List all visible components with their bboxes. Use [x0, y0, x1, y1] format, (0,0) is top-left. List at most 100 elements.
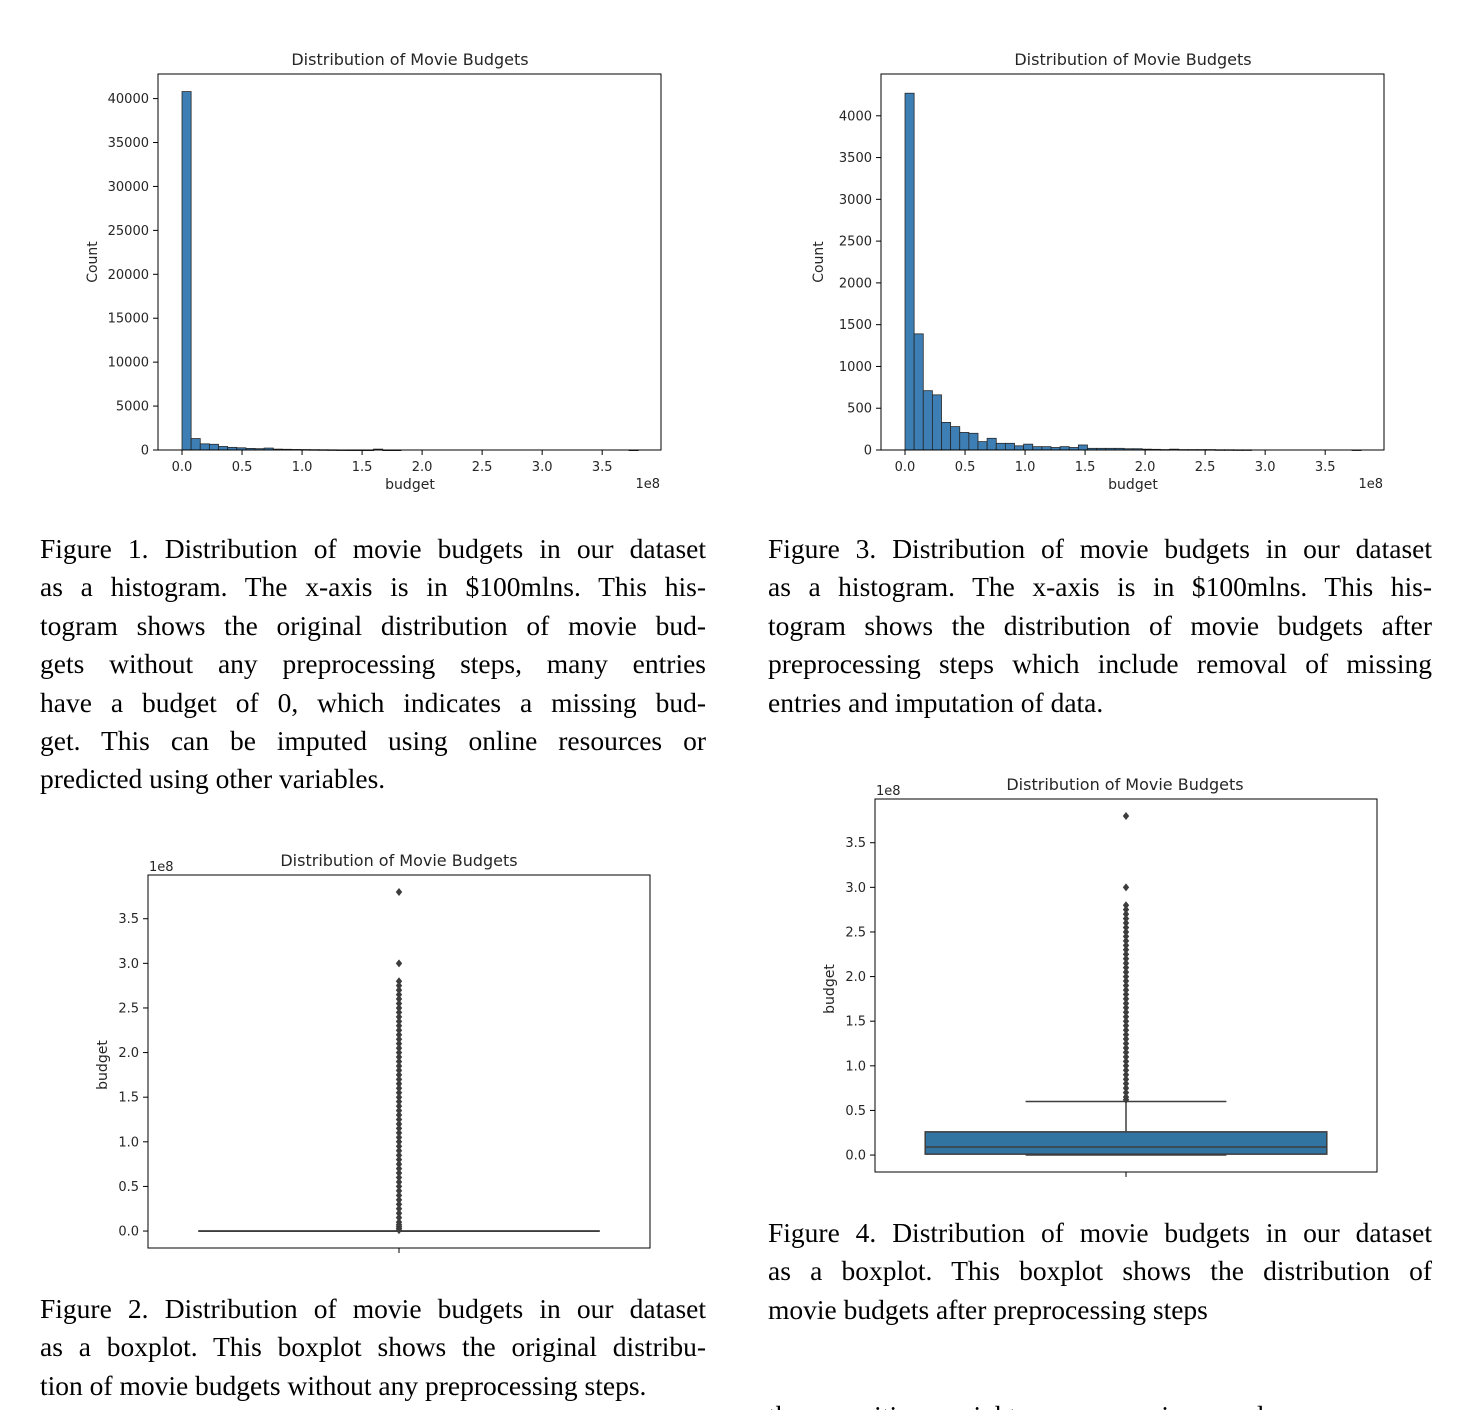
- caption-line: preprocessing steps which include remova…: [768, 648, 1432, 680]
- outlier-point: [395, 959, 403, 968]
- y-tick-label: 3500: [839, 151, 872, 166]
- outlier-point: [1122, 963, 1130, 972]
- y-tick-label: 1.5: [118, 1091, 139, 1106]
- outlier-point: [1122, 981, 1130, 990]
- outlier-point: [395, 995, 403, 1004]
- figure-4-boxplot: Distribution of Movie Budgets 1e8 0.0 0.5…: [822, 775, 1378, 1177]
- y-tick-label: 0.5: [845, 1104, 866, 1119]
- boxplot-marks: [198, 887, 600, 1235]
- outlier-point: [1122, 954, 1130, 963]
- plot-frame: [880, 73, 1385, 451]
- outlier-point: [1122, 919, 1130, 928]
- outlier-point: [395, 1093, 403, 1102]
- caption-line: movie budgets after preprocessing steps: [768, 1293, 1208, 1325]
- outlier-point: [395, 1128, 403, 1137]
- y-axis-ticks: 0.0 0.5 1.0 1.5 2.0 2.5 3.0 3.5: [118, 912, 148, 1240]
- boxplot-marks: [924, 811, 1328, 1156]
- y-axis-label: Count: [85, 241, 101, 283]
- outlier-point: [395, 1191, 403, 1200]
- caption-line: gets without any preprocessing steps, ma…: [40, 648, 706, 680]
- y-tick-label: 3.5: [845, 836, 866, 851]
- caption-line: as a boxplot. This boxplot shows the dis…: [768, 1255, 1432, 1287]
- y-tick-label: 40000: [108, 92, 149, 107]
- histogram-bar: [913, 333, 924, 451]
- y-tick-label: 5000: [116, 400, 149, 415]
- histogram-bar: [1014, 445, 1025, 451]
- outlier-point: [395, 1066, 403, 1075]
- y-tick-label: 3.5: [118, 912, 139, 927]
- y-tick-label: 2.5: [845, 925, 866, 940]
- outlier-point: [1122, 972, 1130, 981]
- histogram-bar: [181, 91, 192, 451]
- x-tick-label: 3.5: [1315, 460, 1336, 475]
- y-tick-label: 20000: [108, 268, 149, 283]
- x-axis-ticks: 0.0 0.5 1.0 1.5 2.0 2.5 3.0 3.5: [895, 450, 1336, 475]
- outlier-point: [395, 1169, 403, 1178]
- y-tick-label: 1.0: [845, 1059, 866, 1074]
- outlier-point: [1122, 1070, 1130, 1079]
- y-axis-label: budget: [822, 964, 838, 1014]
- chart-title: Distribution of Movie Budgets: [280, 851, 517, 870]
- outlier-point: [395, 1061, 403, 1070]
- outlier-point: [395, 1155, 403, 1164]
- outlier-point: [395, 1102, 403, 1111]
- outlier-point: [395, 1195, 403, 1204]
- figure-3-caption: Figure 3. Distribution of movie budgets …: [768, 530, 1432, 722]
- outlier-point: [1122, 1035, 1130, 1044]
- caption-line: tion of movie budgets without any prepro…: [40, 1369, 647, 1401]
- y-tick-label: 0.0: [118, 1225, 139, 1240]
- caption-line: as a histogram. The x-axis is in $100mln…: [768, 571, 1432, 603]
- y-tick-label: 2.0: [845, 970, 866, 985]
- y-axis-label: Count: [811, 241, 827, 283]
- outlier-point: [395, 1057, 403, 1066]
- outlier-point: [1122, 1057, 1130, 1066]
- histogram-bar: [959, 432, 970, 451]
- histogram-bar: [904, 92, 915, 451]
- outlier-point: [395, 1111, 403, 1120]
- outlier-point: [1122, 1066, 1130, 1075]
- outlier-point: [395, 1044, 403, 1053]
- outlier-point: [1122, 914, 1130, 923]
- x-tick-label: 2.5: [472, 460, 493, 475]
- box: [924, 1131, 1328, 1155]
- outlier-point: [395, 1133, 403, 1142]
- y-tick-label: 1.5: [845, 1015, 866, 1030]
- outlier-point: [1122, 1012, 1130, 1021]
- histogram-bar: [1023, 443, 1034, 451]
- outlier-point: [1122, 1084, 1130, 1093]
- outlier-point: [395, 1079, 403, 1088]
- y-tick-label: 0: [864, 444, 872, 459]
- outlier-point: [1122, 1088, 1130, 1097]
- outlier-point: [395, 1003, 403, 1012]
- outlier-point: [395, 1012, 403, 1021]
- caption-line: get. This can be imputed using online re…: [40, 725, 706, 757]
- outlier-point: [395, 1119, 403, 1128]
- outlier-point: [395, 1213, 403, 1222]
- outlier-point: [1122, 959, 1130, 968]
- x-tick-label: 3.0: [1255, 460, 1276, 475]
- outlier-point: [1122, 1043, 1130, 1052]
- histogram-bar: [1004, 442, 1015, 451]
- y-tick-label: 0.0: [845, 1149, 866, 1164]
- plot-frame: [157, 73, 662, 451]
- y-tick-label: 2.5: [118, 1001, 139, 1016]
- outlier-point: [1122, 1003, 1130, 1012]
- outlier-point: [395, 1026, 403, 1035]
- outlier-point: [395, 977, 403, 986]
- figure-1-histogram: Distribution of Movie Budgets 0.0 0.5 1.0 1…: [85, 50, 662, 493]
- y-axis-offset-label: 1e8: [876, 784, 901, 799]
- y-axis-label: budget: [95, 1040, 111, 1090]
- histogram-bar: [950, 426, 961, 451]
- caption-line: togram shows the original distribution o…: [40, 609, 706, 641]
- figure-3-histogram: Distribution of Movie Budgets 0.0 0.5 1.0 1…: [811, 50, 1385, 493]
- x-tick-label: 0.0: [895, 460, 916, 475]
- outlier-point: [395, 1186, 403, 1195]
- outlier-point: [395, 1142, 403, 1151]
- histogram-bar: [941, 422, 952, 451]
- chart-title: Distribution of Movie Budgets: [1006, 775, 1243, 794]
- outlier-point: [1122, 1026, 1130, 1035]
- outlier-point: [395, 1039, 403, 1048]
- y-tick-label: 2000: [839, 276, 872, 291]
- outlier-point: [395, 1200, 403, 1209]
- outlier-point: [395, 1151, 403, 1160]
